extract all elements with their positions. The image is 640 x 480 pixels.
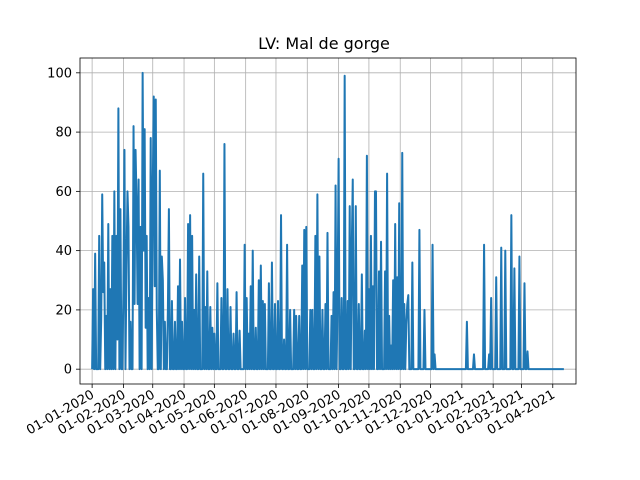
y-tick-label: 20 bbox=[55, 303, 72, 318]
y-axis-ticks: 0 20 40 60 80 100 bbox=[47, 66, 80, 378]
chart-title: LV: Mal de gorge bbox=[258, 34, 390, 53]
y-tick-label: 80 bbox=[55, 126, 72, 141]
y-tick-label: 40 bbox=[55, 244, 72, 259]
y-tick-label: 60 bbox=[55, 185, 72, 200]
axes bbox=[79, 57, 577, 385]
series-line bbox=[91, 71, 564, 371]
y-tick-label: 0 bbox=[64, 363, 72, 378]
series-layer bbox=[91, 71, 564, 371]
y-tick-label: 100 bbox=[47, 66, 72, 81]
x-axis-ticks: 01-01-202001-02-202001-03-202001-04-2020… bbox=[24, 384, 558, 438]
plot-frame bbox=[79, 57, 577, 385]
